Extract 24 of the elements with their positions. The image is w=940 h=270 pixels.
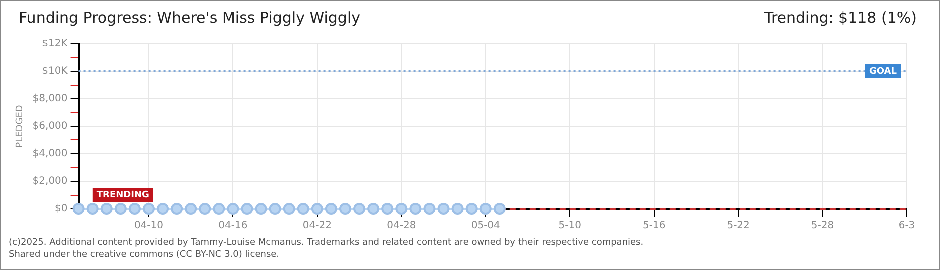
y-tick-label: $8,000 <box>32 94 68 105</box>
ref-line-label: GOAL <box>870 66 898 77</box>
text: (c)2025. Additional content provided by Tammy-Louise Mcmanus. Trademarks and related content are owned by their respective companies. <box>9 237 644 249</box>
x-tick-label: 04-22 <box>302 220 332 232</box>
y-tick-label: $2,000 <box>32 176 68 188</box>
x-tick-label: 5-28 <box>811 220 834 232</box>
y-tick-label: $10K <box>42 66 68 78</box>
x-tick-label: 05-04 <box>471 220 500 232</box>
x-tick-label: 5-10 <box>558 220 582 232</box>
y-tick-label: $0 <box>55 204 68 215</box>
x-tick-label: 5-22 <box>727 220 750 232</box>
chart-title: Funding Progress: Where's Miss Piggly Wiggly <box>19 9 360 27</box>
chart-subtitle: Trending: $118 (1%) <box>764 9 917 27</box>
x-tick-label: 04-28 <box>387 220 416 232</box>
x-tick-label: 5-16 <box>642 220 666 232</box>
x-tick-label: 6-3 <box>898 220 916 232</box>
annotation: TRENDING <box>96 190 150 200</box>
text: Shared under the creative commons (CC BY-NC 3.0) license. <box>9 249 281 261</box>
y-axis-title: PLEDGED <box>16 105 26 148</box>
y-tick-label: $12K <box>42 38 68 50</box>
x-tick-label: 04-16 <box>218 220 248 232</box>
y-tick-label: $6,000 <box>32 121 68 132</box>
y-tick-label: $4,000 <box>32 148 68 160</box>
x-tick-label: 04-10 <box>134 220 164 232</box>
